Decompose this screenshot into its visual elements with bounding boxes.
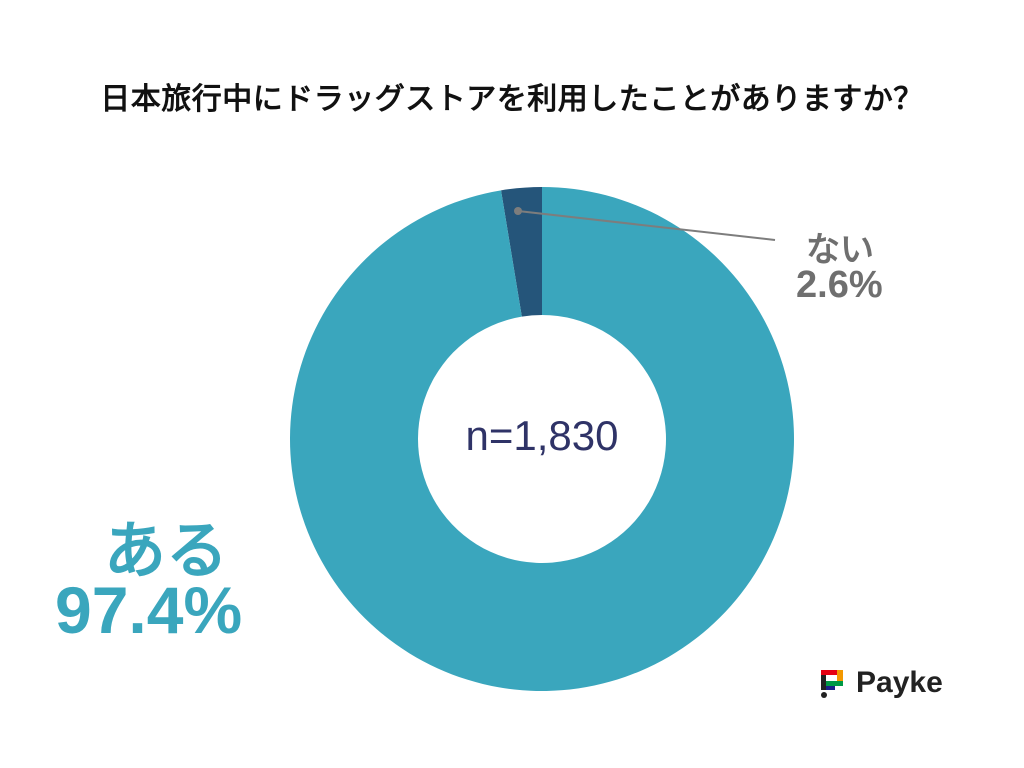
slice-label-nai: ない (806, 231, 874, 269)
slice-value-aru: 97.4% (55, 573, 243, 647)
payke-logo-text: Payke (856, 666, 943, 699)
payke-logo-icon (821, 670, 843, 698)
chart-title: 日本旅行中にドラッグストアを利用したことがありますか？ (100, 82, 924, 117)
slice-aru (290, 187, 794, 691)
sample-size-label: n=1,830 (465, 412, 619, 459)
slice-nai (501, 187, 542, 317)
slice-value-nai: 2.6% (796, 264, 883, 306)
payke-logo: Payke (818, 663, 943, 703)
leader-dot (514, 207, 522, 215)
leader-line (517, 210, 776, 241)
slice-label-aru: ある (104, 517, 229, 586)
